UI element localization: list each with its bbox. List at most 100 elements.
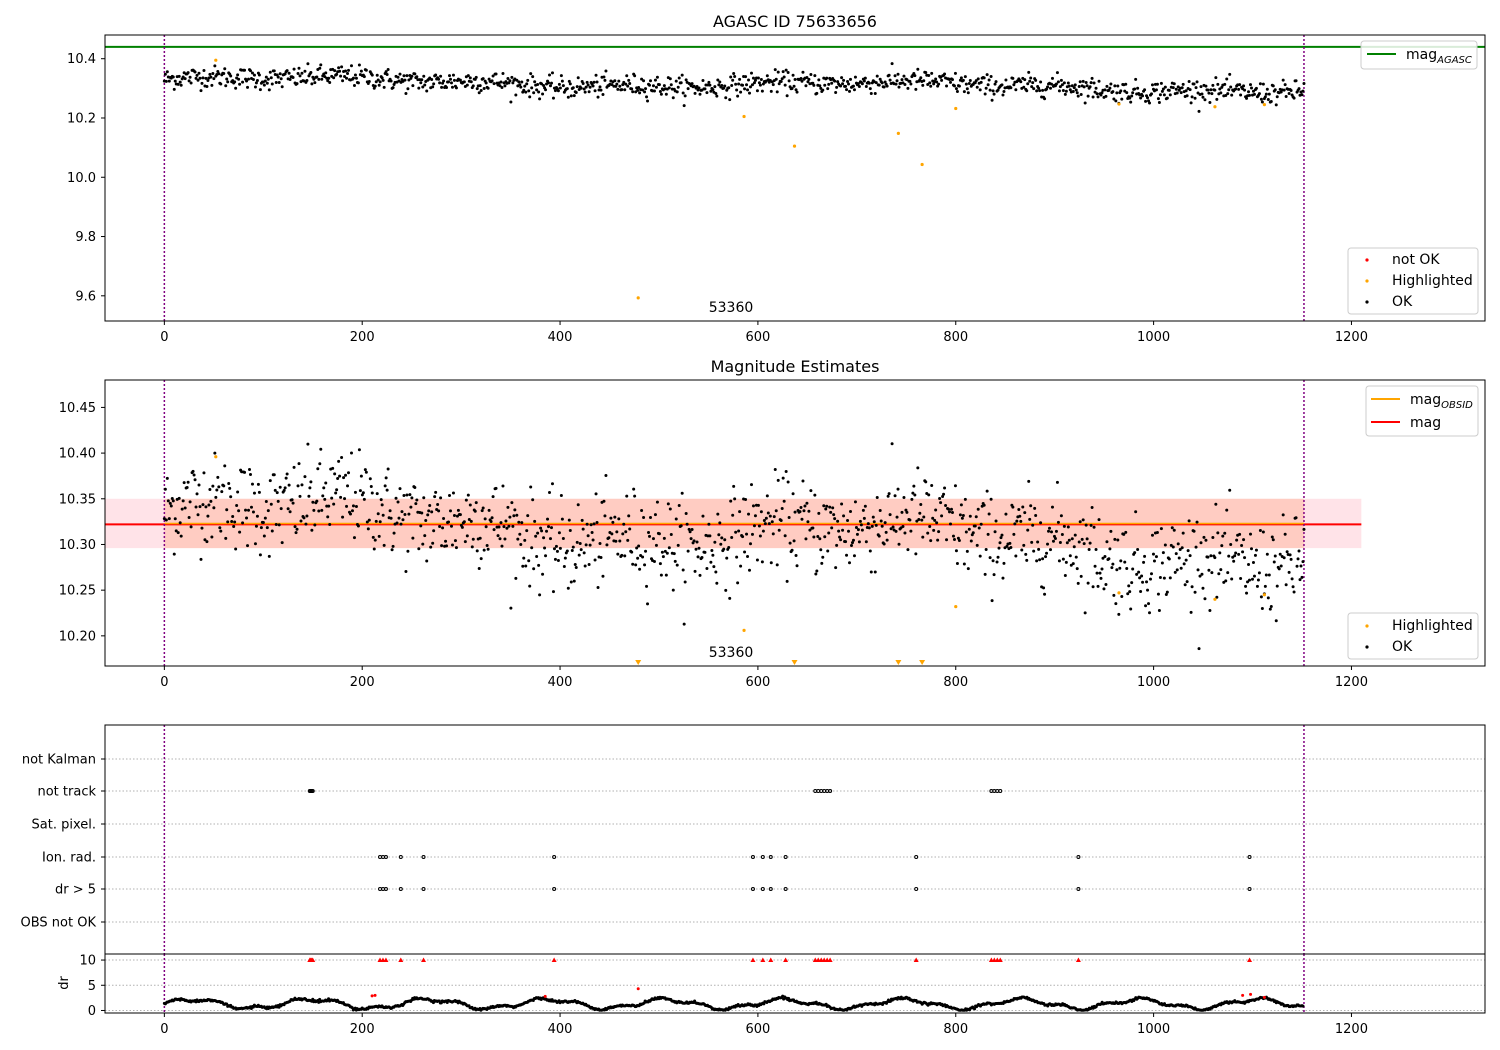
ok-point	[628, 527, 632, 531]
highlighted-point	[636, 296, 640, 300]
ok-point	[428, 504, 432, 508]
x-tick-label: 800	[943, 1022, 968, 1037]
ok-point	[1186, 549, 1190, 553]
ok-point	[374, 80, 378, 84]
ok-point	[804, 537, 808, 541]
ok-point	[784, 469, 788, 473]
ok-point	[701, 514, 705, 518]
ok-point	[675, 563, 679, 567]
ok-point	[166, 499, 170, 503]
highlighted-point	[214, 58, 218, 62]
ok-point	[334, 491, 338, 495]
ok-point	[407, 78, 411, 82]
ok-point	[984, 547, 988, 551]
ok-point	[1046, 85, 1050, 89]
ok-point	[978, 554, 982, 558]
ok-point	[1107, 88, 1111, 92]
ok-point	[381, 78, 385, 82]
ok-point	[1142, 560, 1146, 564]
ok-point	[990, 599, 994, 603]
flag-point	[783, 855, 788, 859]
ok-point	[233, 520, 237, 524]
ok-point	[1009, 86, 1013, 90]
ok-point	[222, 484, 226, 488]
ok-point	[1019, 80, 1023, 84]
dr-clipped-marker	[750, 957, 756, 963]
ok-point	[781, 70, 785, 74]
ok-point	[426, 513, 430, 517]
ok-point	[848, 509, 852, 513]
ok-point	[733, 497, 737, 501]
ok-point	[829, 510, 833, 514]
ok-point	[528, 584, 532, 588]
ok-point	[1172, 528, 1176, 532]
ok-point	[206, 79, 210, 83]
ok-point	[1082, 542, 1086, 546]
ok-point	[1252, 92, 1256, 96]
ok-point	[830, 526, 834, 530]
ok-point	[1072, 545, 1076, 549]
ok-point	[987, 512, 991, 516]
ok-point	[648, 79, 652, 83]
ok-point	[874, 523, 878, 527]
ok-point	[1027, 70, 1031, 74]
ok-point	[237, 77, 241, 81]
ok-point	[791, 73, 795, 77]
ok-point	[1275, 95, 1279, 99]
ok-point	[1298, 578, 1302, 582]
ok-point	[991, 559, 995, 563]
ok-point	[1026, 82, 1030, 86]
ok-point	[410, 496, 414, 500]
ok-point	[657, 83, 661, 87]
ok-point	[528, 95, 532, 99]
ok-point	[542, 536, 546, 540]
ok-point	[312, 77, 316, 81]
ok-point	[1148, 101, 1152, 105]
ok-point	[771, 532, 775, 536]
ok-point	[174, 529, 178, 533]
ok-point	[1235, 538, 1239, 542]
ok-point	[1190, 585, 1194, 589]
ok-point	[1278, 552, 1282, 556]
ok-point	[1069, 563, 1073, 567]
ok-point	[818, 84, 822, 88]
ok-point	[813, 74, 817, 78]
ok-point	[927, 74, 931, 78]
ok-point	[929, 84, 933, 88]
ok-point	[632, 487, 636, 491]
ok-point	[648, 83, 652, 87]
ok-point	[779, 80, 783, 84]
ok-point	[1077, 85, 1081, 89]
ok-point	[451, 491, 455, 495]
ok-point	[1275, 584, 1279, 588]
ok-point	[842, 514, 846, 518]
ok-point	[228, 486, 232, 490]
ok-point	[762, 518, 766, 522]
highlighted-point	[792, 144, 797, 148]
ok-point	[470, 545, 474, 549]
ok-point	[445, 85, 449, 89]
ok-point	[335, 488, 339, 492]
ok-point	[284, 476, 288, 480]
dr-clipped-marker	[383, 957, 389, 963]
ok-point	[823, 83, 827, 87]
ok-point	[491, 495, 495, 499]
ok-point	[562, 564, 566, 568]
ok-point	[415, 498, 419, 502]
ok-point	[772, 515, 776, 519]
ok-point	[589, 523, 593, 527]
dr-clipped-marker	[768, 957, 774, 963]
dr-not-ok-point	[1249, 992, 1253, 996]
ok-point	[1189, 101, 1193, 105]
ok-point	[689, 537, 693, 541]
ok-point	[824, 507, 828, 511]
ok-point	[741, 83, 745, 87]
ok-point	[571, 86, 575, 90]
ok-point	[389, 516, 393, 520]
ok-point	[540, 82, 544, 86]
ok-point	[916, 67, 920, 71]
ok-point	[1058, 85, 1062, 89]
ok-point	[420, 511, 424, 515]
ok-point	[752, 81, 756, 85]
legend-ok-marker-2	[1365, 645, 1369, 649]
